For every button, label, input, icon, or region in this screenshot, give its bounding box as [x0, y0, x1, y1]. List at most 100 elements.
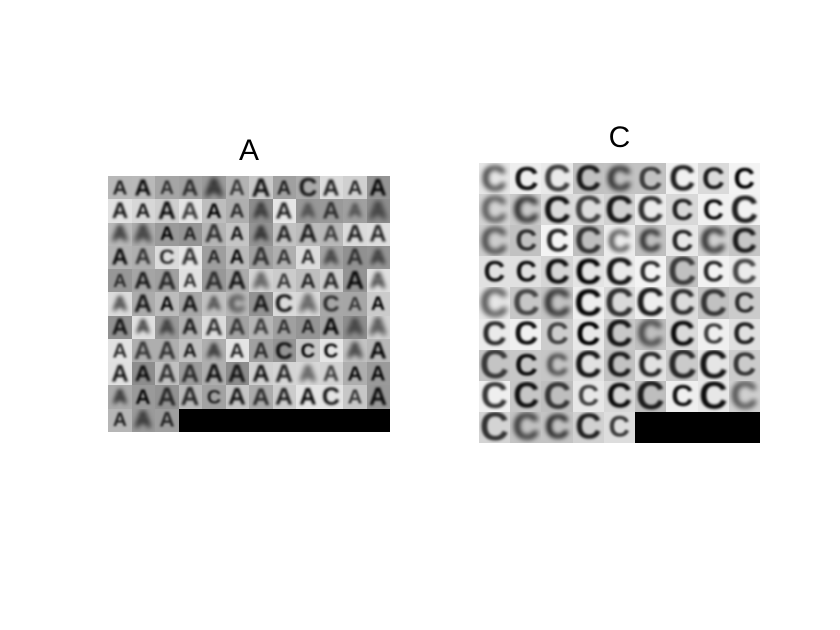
tile-glyph: C: [731, 225, 758, 257]
tile-c: C: [635, 318, 667, 350]
tile-glyph: C: [300, 338, 316, 362]
tile-glyph: A: [228, 315, 246, 339]
tile-glyph: C: [636, 380, 666, 412]
tile-glyph: C: [514, 349, 538, 381]
tile-c: C: [510, 380, 542, 412]
tile-glyph: A: [370, 245, 387, 270]
tile-glyph: A: [346, 222, 364, 246]
tile-c: C: [728, 349, 760, 381]
tile-glyph: A: [299, 362, 317, 386]
tile-c: C: [541, 380, 573, 412]
tile-c: C: [479, 163, 511, 195]
tile-c: C: [666, 318, 698, 350]
tile-c: C: [479, 225, 511, 257]
tile-glyph: C: [574, 349, 602, 381]
tile-glyph: A: [136, 315, 151, 338]
tile-glyph: A: [298, 222, 317, 246]
tile-c: C: [479, 318, 511, 350]
tile-a: A: [225, 338, 249, 363]
tile-glyph: A: [370, 362, 386, 386]
tile-a: A: [343, 315, 367, 339]
tile-glyph: A: [111, 222, 128, 246]
tile-a: A: [319, 315, 343, 339]
tile-glyph: A: [134, 269, 153, 293]
tile-glyph: A: [371, 292, 386, 315]
tile-c: C: [666, 380, 698, 412]
tile-a: A: [319, 222, 343, 246]
tile-c: C: [728, 318, 760, 350]
tile-glyph: C: [702, 318, 724, 350]
tile-a: A: [249, 292, 273, 316]
tile-a: A: [155, 199, 179, 223]
tile-c: C: [666, 287, 698, 319]
tile-a: A: [343, 362, 367, 386]
tile-a: A: [108, 362, 132, 386]
tile-glyph: C: [480, 349, 510, 381]
tile-glyph: C: [670, 225, 694, 257]
tile-glyph: A: [134, 292, 153, 316]
panel-a-empty-region: [179, 409, 390, 432]
tile-glyph: A: [181, 176, 199, 200]
tile-c: C: [479, 349, 511, 381]
tile-glyph: A: [111, 315, 128, 339]
tile-glyph: C: [480, 411, 510, 443]
tile-a: A: [225, 176, 249, 200]
tile-a: C: [296, 338, 320, 363]
tile-c: C: [572, 349, 604, 381]
tile-a: A: [366, 176, 390, 200]
tile-a: A: [131, 269, 155, 293]
tile-c: C: [572, 194, 604, 226]
tile-glyph: C: [667, 349, 697, 381]
tile-c: C: [697, 194, 729, 226]
tile-a: A: [202, 269, 226, 293]
tile-a: C: [225, 292, 249, 316]
tile-glyph: C: [700, 225, 726, 257]
tile-c: C: [572, 380, 604, 412]
tile-a: A: [108, 385, 132, 409]
tile-glyph: C: [574, 225, 602, 257]
tile-glyph: A: [276, 269, 292, 293]
tile-glyph: A: [251, 245, 271, 270]
tile-c: C: [635, 349, 667, 381]
tile-glyph: A: [347, 199, 362, 222]
tile-a: A: [343, 269, 367, 293]
tile-glyph: C: [512, 287, 540, 319]
tile-glyph: A: [322, 176, 340, 200]
tile-a: A: [202, 292, 226, 316]
tile-glyph: A: [157, 362, 176, 386]
tile-glyph: C: [513, 318, 538, 350]
tile-a: A: [296, 292, 320, 316]
tile-glyph: A: [369, 222, 387, 246]
tile-a: A: [343, 199, 367, 223]
tile-glyph: C: [228, 292, 246, 316]
tile-a: A: [108, 245, 132, 270]
tile-glyph: A: [369, 199, 388, 223]
tile-glyph: A: [112, 269, 127, 292]
tile-glyph: A: [299, 269, 316, 293]
tile-a: A: [343, 222, 367, 246]
tile-c: C: [635, 287, 667, 319]
tile-a: C: [319, 338, 343, 363]
tile-a: A: [178, 199, 202, 223]
tile-a: A: [249, 315, 273, 339]
tile-glyph: A: [347, 292, 362, 315]
tile-a: A: [272, 222, 296, 246]
tile-a: C: [296, 176, 320, 200]
tile-c: C: [666, 349, 698, 381]
tile-a: A: [249, 269, 273, 293]
tile-glyph: A: [135, 362, 152, 386]
tile-glyph: A: [369, 338, 387, 363]
tile-glyph: A: [159, 222, 174, 245]
tile-a: A: [272, 315, 296, 339]
tile-glyph: A: [204, 176, 224, 200]
tile-a: A: [178, 315, 202, 339]
tile-a: A: [225, 269, 249, 293]
tile-glyph: A: [181, 245, 199, 270]
tile-a: A: [249, 245, 273, 270]
tile-glyph: C: [637, 318, 664, 350]
tile-glyph: C: [698, 349, 728, 381]
tile-c: C: [572, 256, 604, 288]
tile-glyph: C: [544, 411, 570, 443]
tile-glyph: A: [227, 269, 247, 293]
